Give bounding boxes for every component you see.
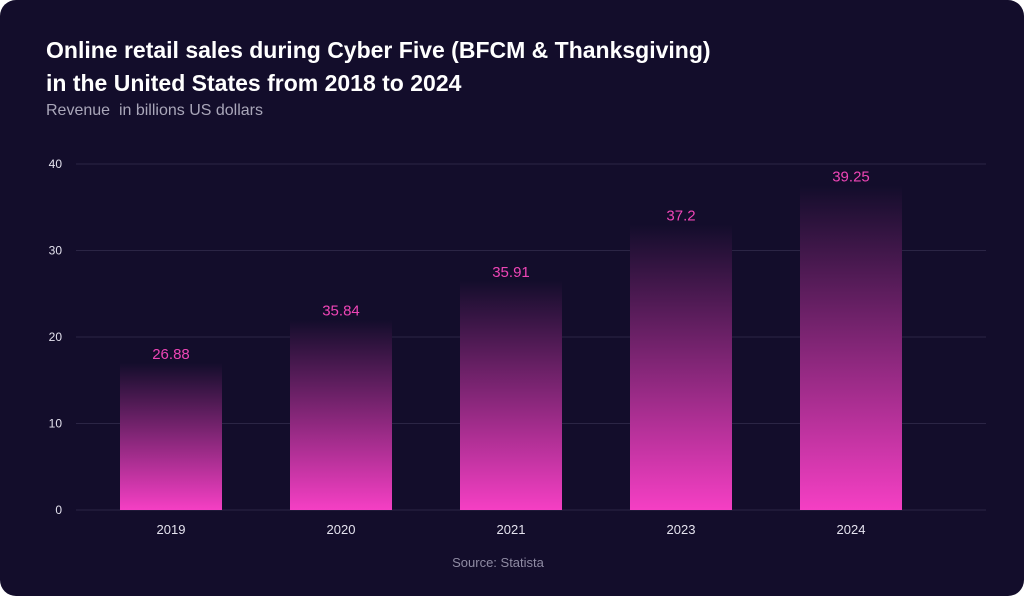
x-tick-label-2024: 2024	[837, 522, 866, 537]
x-tick-label-2020: 2020	[327, 522, 356, 537]
x-tick-label-2021: 2021	[497, 522, 526, 537]
y-tick-label: 40	[49, 157, 63, 171]
data-label-2019: 26.88	[152, 346, 190, 363]
chart-title-line-2: in the United States from 2018 to 2024	[46, 70, 462, 96]
data-label-2024: 39.25	[832, 169, 870, 186]
chart-subtitle: Revenue in billions US dollars	[46, 102, 263, 119]
label-layer: 26.88 2019 35.84 2020 35.91 2021 37.2 2023 39.25…	[152, 169, 870, 537]
bar-2024	[800, 185, 902, 510]
data-label-2023: 37.2	[666, 208, 695, 225]
data-label-2021: 35.91	[492, 264, 530, 281]
source-note: Source: Statista	[452, 555, 544, 570]
bar-2023	[630, 224, 732, 511]
bar-2019	[120, 362, 222, 510]
bar-layer	[120, 185, 902, 511]
chart-title-line-1: Online retail sales during Cyber Five (B…	[46, 37, 711, 63]
y-tick-label: 30	[49, 244, 63, 258]
y-tick-label: 20	[49, 330, 63, 344]
x-tick-label-2023: 2023	[667, 522, 696, 537]
bar-2020	[290, 319, 392, 510]
bar-2021	[460, 280, 562, 510]
y-tick-label: 0	[55, 503, 62, 517]
y-tick-label: 10	[49, 417, 63, 431]
chart-title: Online retail sales during Cyber Five (B…	[46, 34, 946, 100]
data-label-2020: 35.84	[322, 303, 360, 320]
x-tick-label-2019: 2019	[157, 522, 186, 537]
